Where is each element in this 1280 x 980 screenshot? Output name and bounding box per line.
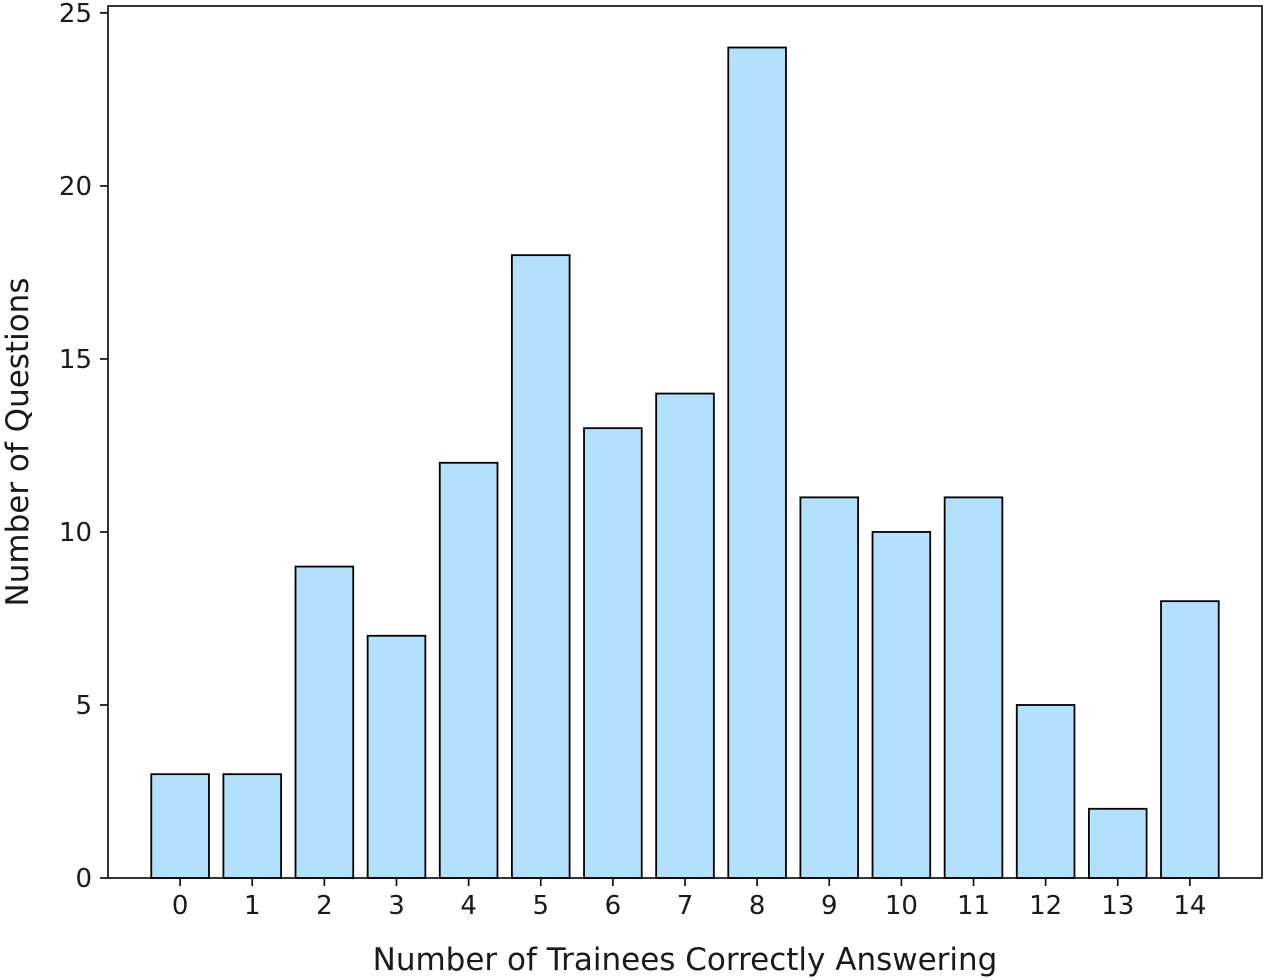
y-tick-label-20: 20: [59, 172, 92, 202]
y-tick-label-10: 10: [59, 518, 92, 548]
x-tick-label-8: 8: [749, 891, 766, 921]
bar-3: [366, 634, 427, 879]
x-tick-label-7: 7: [677, 891, 694, 921]
x-tick-label-2: 2: [316, 891, 333, 921]
bar-12: [1015, 704, 1076, 879]
x-tick-label-5: 5: [532, 891, 549, 921]
x-tick-label-0: 0: [172, 891, 189, 921]
y-tick-label-0: 0: [75, 864, 92, 894]
y-axis-title: Number of Questions: [0, 278, 36, 607]
bar-0: [150, 773, 210, 879]
bar-1: [222, 773, 282, 879]
bar-8: [727, 46, 787, 879]
axes-frame: [107, 5, 1263, 879]
bar-11: [943, 496, 1004, 879]
x-tick-label-10: 10: [885, 891, 918, 921]
x-tick-label-9: 9: [821, 891, 838, 921]
bar-7: [655, 392, 715, 879]
x-tick-label-6: 6: [605, 891, 622, 921]
x-axis-title: Number of Trainees Correctly Answering: [373, 942, 998, 978]
x-tick-label-14: 14: [1173, 891, 1206, 921]
y-tick-label-15: 15: [59, 345, 92, 375]
x-tick-label-13: 13: [1101, 891, 1134, 921]
bar-2: [294, 565, 355, 879]
bar-5: [510, 254, 571, 879]
x-tick-label-12: 12: [1029, 891, 1062, 921]
bar-4: [438, 461, 499, 879]
x-tick-label-11: 11: [957, 891, 990, 921]
bar-6: [583, 427, 643, 879]
bar-10: [871, 531, 932, 879]
x-tick-label-1: 1: [244, 891, 261, 921]
x-tick-label-4: 4: [460, 891, 477, 921]
bar-14: [1160, 600, 1220, 879]
x-tick-label-3: 3: [388, 891, 405, 921]
bar-9: [799, 496, 860, 879]
bars-layer: [150, 46, 1220, 879]
bar-13: [1088, 807, 1148, 879]
y-tick-label-25: 25: [59, 0, 92, 29]
y-tick-label-5: 5: [75, 691, 92, 721]
